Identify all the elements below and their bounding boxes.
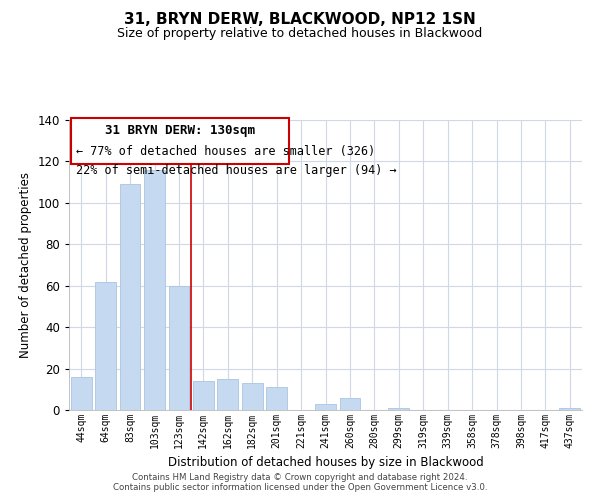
Y-axis label: Number of detached properties: Number of detached properties bbox=[19, 172, 32, 358]
Text: Contains HM Land Registry data © Crown copyright and database right 2024.
Contai: Contains HM Land Registry data © Crown c… bbox=[113, 473, 487, 492]
Bar bbox=[95, 282, 116, 410]
Text: ← 77% of detached houses are smaller (326): ← 77% of detached houses are smaller (32… bbox=[76, 146, 376, 158]
Bar bbox=[169, 286, 190, 410]
Text: 31 BRYN DERW: 130sqm: 31 BRYN DERW: 130sqm bbox=[105, 124, 255, 136]
Bar bbox=[340, 398, 361, 410]
Bar bbox=[119, 184, 140, 410]
Bar bbox=[388, 408, 409, 410]
X-axis label: Distribution of detached houses by size in Blackwood: Distribution of detached houses by size … bbox=[167, 456, 484, 469]
Bar bbox=[242, 383, 263, 410]
Bar bbox=[266, 387, 287, 410]
Bar bbox=[315, 404, 336, 410]
Bar bbox=[144, 170, 165, 410]
Text: 31, BRYN DERW, BLACKWOOD, NP12 1SN: 31, BRYN DERW, BLACKWOOD, NP12 1SN bbox=[124, 12, 476, 28]
Text: Size of property relative to detached houses in Blackwood: Size of property relative to detached ho… bbox=[118, 28, 482, 40]
Bar bbox=[193, 381, 214, 410]
FancyBboxPatch shape bbox=[71, 118, 289, 164]
Bar bbox=[71, 377, 92, 410]
Bar bbox=[559, 408, 580, 410]
Bar bbox=[217, 379, 238, 410]
Text: 22% of semi-detached houses are larger (94) →: 22% of semi-detached houses are larger (… bbox=[76, 164, 397, 177]
